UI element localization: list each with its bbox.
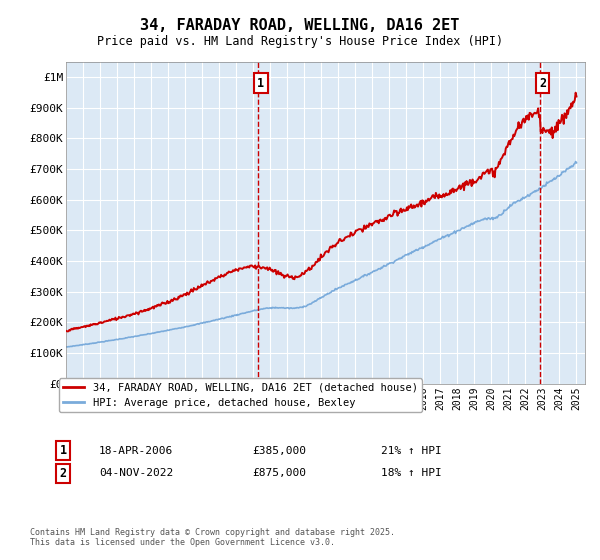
Text: 2: 2 xyxy=(539,77,546,90)
Text: Price paid vs. HM Land Registry's House Price Index (HPI): Price paid vs. HM Land Registry's House … xyxy=(97,35,503,48)
Text: 1: 1 xyxy=(59,444,67,458)
Text: 1: 1 xyxy=(257,77,265,90)
Text: £385,000: £385,000 xyxy=(252,446,306,456)
Text: 21% ↑ HPI: 21% ↑ HPI xyxy=(381,446,442,456)
Legend: 34, FARADAY ROAD, WELLING, DA16 2ET (detached house), HPI: Average price, detach: 34, FARADAY ROAD, WELLING, DA16 2ET (det… xyxy=(59,379,422,412)
Text: 18-APR-2006: 18-APR-2006 xyxy=(99,446,173,456)
Text: 18% ↑ HPI: 18% ↑ HPI xyxy=(381,468,442,478)
Text: Contains HM Land Registry data © Crown copyright and database right 2025.
This d: Contains HM Land Registry data © Crown c… xyxy=(30,528,395,547)
Text: 34, FARADAY ROAD, WELLING, DA16 2ET: 34, FARADAY ROAD, WELLING, DA16 2ET xyxy=(140,18,460,32)
Text: £875,000: £875,000 xyxy=(252,468,306,478)
Text: 2: 2 xyxy=(59,466,67,480)
Text: 04-NOV-2022: 04-NOV-2022 xyxy=(99,468,173,478)
